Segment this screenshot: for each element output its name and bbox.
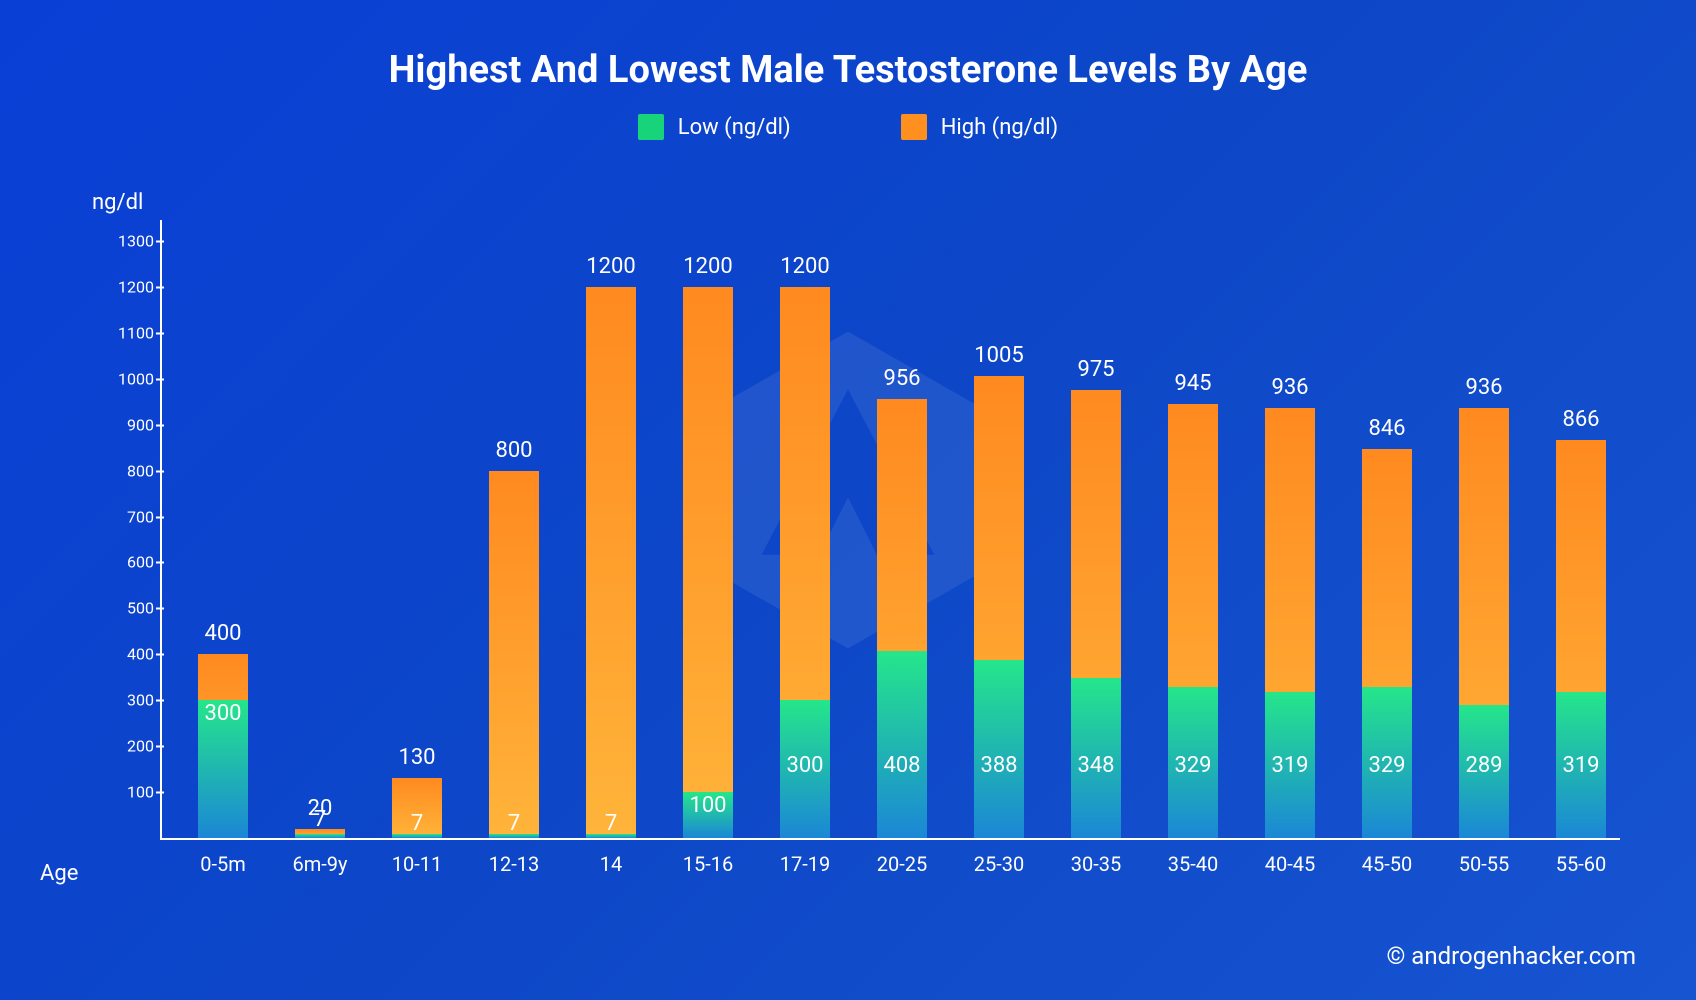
x-tick: 50-55 xyxy=(1459,852,1510,876)
x-tick: 12-13 xyxy=(489,852,540,876)
bar-value-high: 800 xyxy=(495,438,532,463)
x-tick: 0-5m xyxy=(200,852,246,876)
bar-value-low: 7 xyxy=(605,811,617,836)
bar-group: 97534830-35 xyxy=(1071,390,1121,838)
x-tick: 40-45 xyxy=(1265,852,1316,876)
y-tick: 200 xyxy=(110,737,154,756)
bar-value-low: 300 xyxy=(786,753,823,778)
bar-group: 100538825-30 xyxy=(974,376,1024,838)
y-tick: 1100 xyxy=(110,323,154,342)
bar-value-low: 289 xyxy=(1465,753,1502,778)
bar-group: 120010015-16 xyxy=(683,287,733,838)
bar-value-low: 300 xyxy=(204,701,241,726)
y-tick: 500 xyxy=(110,599,154,618)
bar-high xyxy=(586,287,636,838)
bar-low xyxy=(295,834,345,838)
attribution: © androgenhacker.com xyxy=(1386,942,1636,970)
bar-value-low: 100 xyxy=(689,793,726,818)
bar-value-high: 956 xyxy=(883,366,920,391)
bar-value-low: 7 xyxy=(411,811,423,836)
bar-group: 86631955-60 xyxy=(1556,440,1606,838)
bar-group: 130710-11 xyxy=(392,778,442,838)
bar-group: 4003000-5m xyxy=(198,654,248,838)
bar-value-high: 936 xyxy=(1465,375,1502,400)
x-tick: 25-30 xyxy=(974,852,1025,876)
bar-value-low: 388 xyxy=(980,753,1017,778)
y-tick: 1300 xyxy=(110,231,154,250)
y-tick: 600 xyxy=(110,553,154,572)
bar-value-high: 945 xyxy=(1174,371,1211,396)
bar-value-low: 329 xyxy=(1368,753,1405,778)
x-tick: 10-11 xyxy=(392,852,443,876)
legend-item-high: High (ng/dl) xyxy=(901,114,1059,140)
legend: Low (ng/dl) High (ng/dl) xyxy=(0,114,1696,140)
y-tick: 800 xyxy=(110,461,154,480)
bar-group: 93628950-55 xyxy=(1459,408,1509,838)
bar-group: 1200714 xyxy=(586,287,636,838)
x-tick: 15-16 xyxy=(683,852,734,876)
bar-group: 800712-13 xyxy=(489,471,539,838)
chart-title: Highest And Lowest Male Testosterone Lev… xyxy=(0,0,1696,92)
bar-value-high: 866 xyxy=(1562,407,1599,432)
y-tick: 1200 xyxy=(110,277,154,296)
bar-value-high: 975 xyxy=(1077,357,1114,382)
plot-area: 1002003004005006007008009001000110012001… xyxy=(160,220,1620,840)
bar-value-high: 130 xyxy=(398,745,435,770)
bar-low xyxy=(974,660,1024,838)
x-tick: 30-35 xyxy=(1071,852,1122,876)
bar-group: 2076m-9y xyxy=(295,829,345,838)
bar-value-high: 936 xyxy=(1271,375,1308,400)
x-tick: 35-40 xyxy=(1168,852,1219,876)
x-tick: 14 xyxy=(600,852,622,876)
bar-group: 94532935-40 xyxy=(1168,404,1218,838)
bar-value-high: 1200 xyxy=(683,254,732,279)
x-tick: 6m-9y xyxy=(292,852,347,876)
y-tick: 900 xyxy=(110,415,154,434)
y-tick: 1000 xyxy=(110,369,154,388)
legend-item-low: Low (ng/dl) xyxy=(638,114,791,140)
legend-swatch-high xyxy=(901,114,927,140)
bar-value-high: 1005 xyxy=(974,343,1023,368)
bar-value-low: 408 xyxy=(883,753,920,778)
bar-value-high: 1200 xyxy=(780,254,829,279)
bar-value-low: 319 xyxy=(1271,753,1308,778)
x-tick: 17-19 xyxy=(780,852,831,876)
bar-high xyxy=(489,471,539,838)
bar-value-low: 329 xyxy=(1174,753,1211,778)
bar-group: 93631940-45 xyxy=(1265,408,1315,838)
chart: ng/dl Age 100200300400500600700800900100… xyxy=(110,200,1630,890)
bar-value-low: 7 xyxy=(508,811,520,836)
bar-value-low: 348 xyxy=(1077,753,1114,778)
y-tick: 700 xyxy=(110,507,154,526)
y-tick: 300 xyxy=(110,691,154,710)
bar-value-high: 400 xyxy=(204,621,241,646)
legend-label-low: Low (ng/dl) xyxy=(678,115,791,140)
legend-label-high: High (ng/dl) xyxy=(941,115,1059,140)
bar-value-low: 7 xyxy=(314,807,326,832)
y-tick: 400 xyxy=(110,645,154,664)
bar-value-high: 1200 xyxy=(586,254,635,279)
x-tick: 45-50 xyxy=(1362,852,1413,876)
legend-swatch-low xyxy=(638,114,664,140)
x-tick: 55-60 xyxy=(1556,852,1607,876)
bar-group: 84632945-50 xyxy=(1362,449,1412,838)
bar-group: 95640820-25 xyxy=(877,399,927,838)
bar-high xyxy=(683,287,733,838)
x-axis-label: Age xyxy=(40,861,78,886)
bar-value-high: 846 xyxy=(1368,416,1405,441)
bar-group: 120030017-19 xyxy=(780,287,830,838)
bar-value-low: 319 xyxy=(1562,753,1599,778)
bar-low xyxy=(877,651,927,838)
y-axis-label: ng/dl xyxy=(92,190,143,215)
y-tick: 100 xyxy=(110,783,154,802)
x-tick: 20-25 xyxy=(877,852,928,876)
